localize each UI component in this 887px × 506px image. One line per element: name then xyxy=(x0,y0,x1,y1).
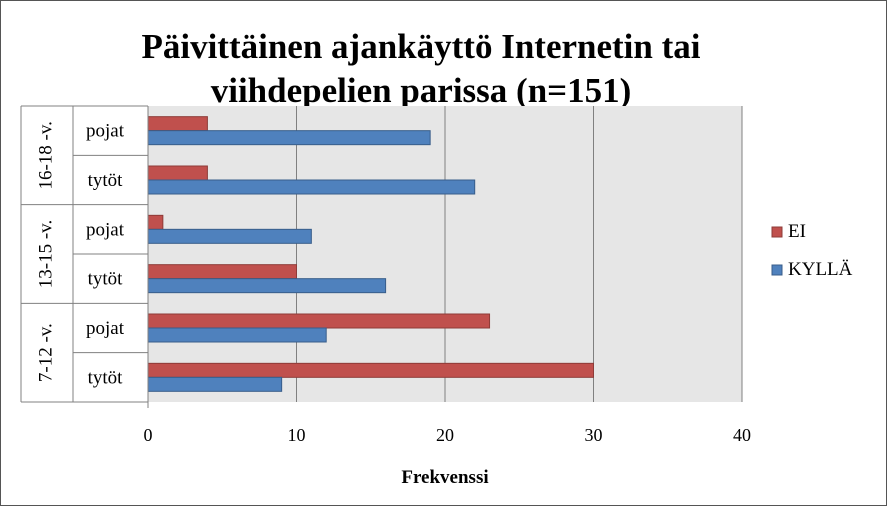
legend-label-kylla: KYLLÄ xyxy=(788,259,853,280)
bar-ei-2 xyxy=(147,214,164,230)
category-label-2: pojat xyxy=(86,219,125,240)
x-axis-label: Frekvenssi xyxy=(401,467,488,488)
gridlines xyxy=(296,106,743,402)
x-tick-label-20: 20 xyxy=(436,425,454,445)
bar-ei-4 xyxy=(147,313,491,329)
chart-title-line-2: viihdepelien parissa (n=151) xyxy=(211,71,632,110)
bar-kylla-0 xyxy=(147,130,431,146)
category-label-5: tytöt xyxy=(88,367,124,388)
legend-swatch-kylla xyxy=(771,264,783,276)
bar-kylla-2 xyxy=(147,228,312,244)
bar-kylla-3 xyxy=(147,278,387,294)
bar-ei-5 xyxy=(147,362,594,378)
x-tick-label-40: 40 xyxy=(733,425,751,445)
category-label-1: tytöt xyxy=(88,170,124,191)
legend-swatch-ei xyxy=(771,226,783,238)
bar-ei-3 xyxy=(147,264,297,280)
x-tick-label-10: 10 xyxy=(288,425,306,445)
category-label-0: pojat xyxy=(86,121,125,142)
bar-kylla-5 xyxy=(147,376,283,392)
x-tick-label-0: 0 xyxy=(144,425,153,445)
category-label-3: tytöt xyxy=(88,269,124,290)
group-label-1: 13-15 -v. xyxy=(35,220,56,288)
x-tick-label-30: 30 xyxy=(585,425,603,445)
bar-ei-1 xyxy=(147,165,208,181)
group-label-2: 7-12 -v. xyxy=(35,323,56,382)
category-label-4: pojat xyxy=(86,318,125,339)
bar-kylla-4 xyxy=(147,327,327,343)
category-axis: pojat tytöt pojat tytöt pojat tytöt 16-18 -v. 1… xyxy=(20,105,149,408)
legend-label-ei: EI xyxy=(788,221,806,242)
x-tick-labels: 0 10 20 30 40 xyxy=(144,425,752,445)
chart-title-line-1: Päivittäinen ajankäyttö Internetin tai xyxy=(141,27,700,66)
bar-kylla-1 xyxy=(147,179,476,195)
legend: EI KYLLÄ xyxy=(771,221,853,280)
bar-ei-0 xyxy=(147,116,208,132)
group-label-0: 16-18 -v. xyxy=(35,121,56,189)
